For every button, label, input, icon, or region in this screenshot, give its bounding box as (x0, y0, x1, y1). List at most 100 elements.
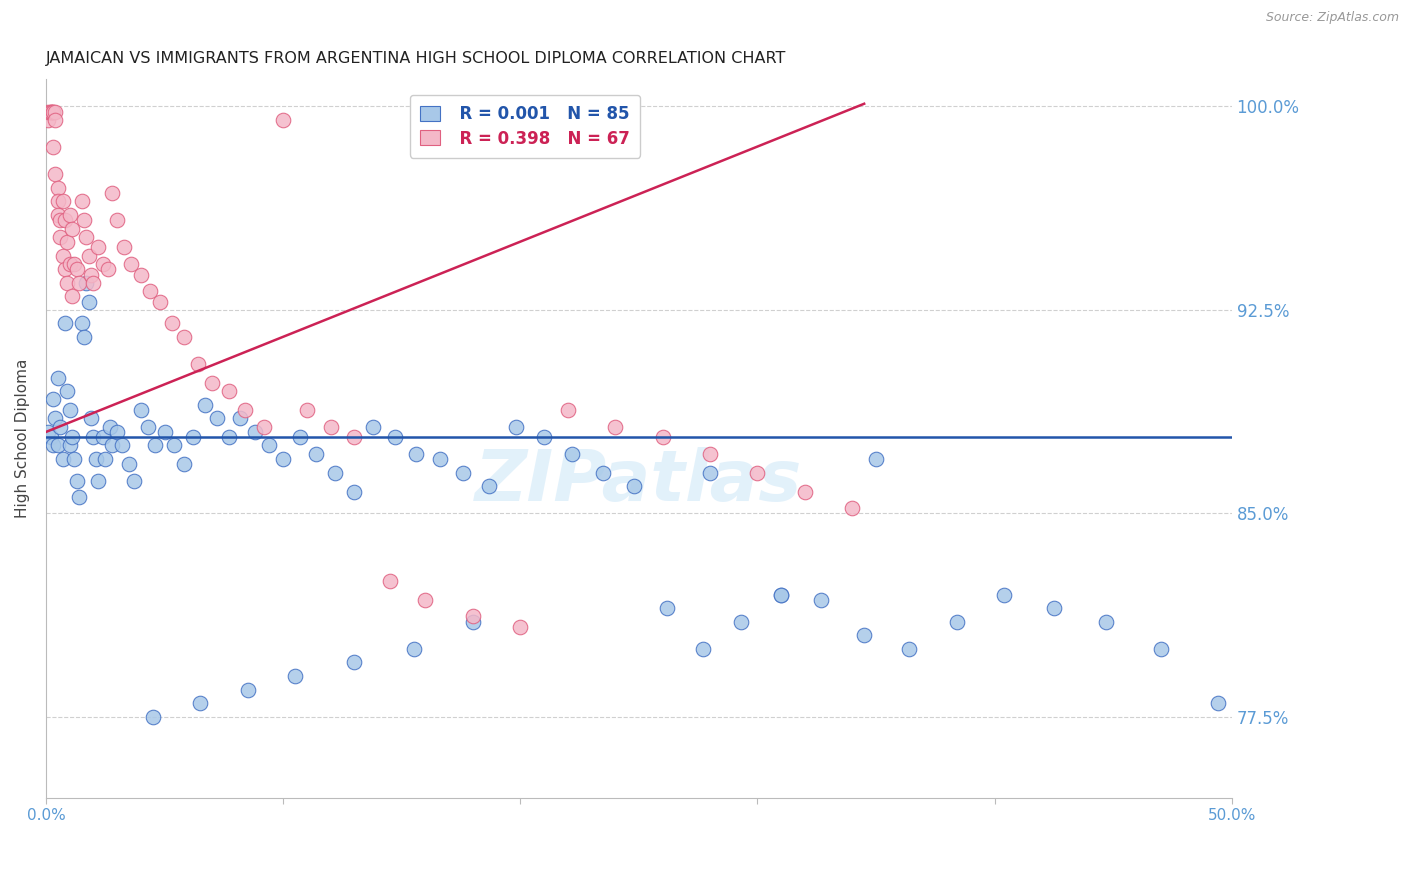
Point (67, 276, 90, 290)
Point (44, 167, 66, 181)
Point (415, 593, 437, 607)
Point (323, 466, 346, 480)
Point (129, 403, 152, 417)
Point (898, 641, 921, 656)
Point (75, 276, 97, 290)
Point (657, 601, 679, 615)
Point (770, 588, 793, 602)
Point (143, 438, 166, 452)
Point (361, 419, 384, 434)
Point (94, 452, 117, 467)
Point (52, 452, 75, 467)
Point (1206, 696, 1229, 710)
Y-axis label: High School Diploma: High School Diploma (15, 359, 30, 518)
Point (105, 213, 128, 227)
Point (39, 104, 62, 119)
Point (305, 447, 328, 461)
Point (59, 257, 82, 271)
Point (56, 276, 79, 290)
Point (66, 262, 89, 277)
Point (205, 411, 228, 425)
Point (46, 194, 69, 209)
Point (295, 403, 318, 417)
Point (747, 466, 769, 480)
Point (59, 403, 82, 417)
Point (49, 213, 72, 227)
Point (253, 419, 276, 434)
Point (87, 240, 110, 254)
Point (623, 479, 645, 493)
Point (97, 262, 120, 277)
Point (236, 682, 259, 697)
Point (46, 208, 69, 222)
Point (67, 490, 90, 504)
Point (101, 186, 124, 201)
Point (605, 419, 627, 434)
Point (46, 370, 69, 384)
Point (46, 181, 69, 195)
Point (478, 479, 501, 493)
Point (319, 419, 342, 434)
Point (810, 593, 832, 607)
Point (46, 438, 69, 452)
Point (173, 330, 195, 344)
Point (841, 500, 863, 515)
Point (288, 430, 311, 444)
Point (557, 403, 579, 417)
Point (37, 104, 59, 119)
Text: Source: ZipAtlas.com: Source: ZipAtlas.com (1265, 11, 1399, 24)
Point (53, 317, 76, 331)
Point (271, 113, 294, 128)
Point (233, 403, 256, 417)
Point (112, 240, 135, 254)
Point (82, 276, 104, 290)
Point (82, 430, 104, 444)
Point (160, 317, 183, 331)
Point (139, 284, 162, 298)
Point (142, 709, 165, 723)
Point (149, 294, 172, 309)
Point (945, 615, 967, 629)
Point (98, 419, 121, 434)
Point (101, 438, 124, 452)
Point (70, 317, 93, 331)
Point (91, 257, 114, 271)
Point (59, 208, 82, 222)
Point (70, 194, 93, 209)
Point (49, 229, 72, 244)
Point (63, 257, 86, 271)
Point (343, 430, 366, 444)
Point (993, 588, 1015, 602)
Point (187, 357, 209, 371)
Point (42, 140, 65, 154)
Point (692, 641, 714, 656)
Point (37, 425, 59, 439)
Point (461, 615, 484, 629)
Point (56, 235, 79, 249)
Point (509, 620, 531, 634)
Point (429, 452, 451, 467)
Point (77, 294, 100, 309)
Point (181, 430, 204, 444)
Point (91, 430, 114, 444)
Point (793, 484, 815, 499)
Point (63, 452, 86, 467)
Point (84, 452, 107, 467)
Point (80, 411, 103, 425)
Point (378, 574, 401, 588)
Point (118, 458, 141, 472)
Point (39, 104, 62, 119)
Point (66, 474, 89, 488)
Point (111, 438, 134, 452)
Point (770, 588, 793, 602)
Point (284, 669, 307, 683)
Point (592, 466, 614, 480)
Point (53, 213, 76, 227)
Point (60, 221, 83, 235)
Point (461, 609, 484, 624)
Point (153, 425, 176, 439)
Point (39, 104, 62, 119)
Point (37, 113, 59, 128)
Point (699, 447, 721, 461)
Point (163, 438, 186, 452)
